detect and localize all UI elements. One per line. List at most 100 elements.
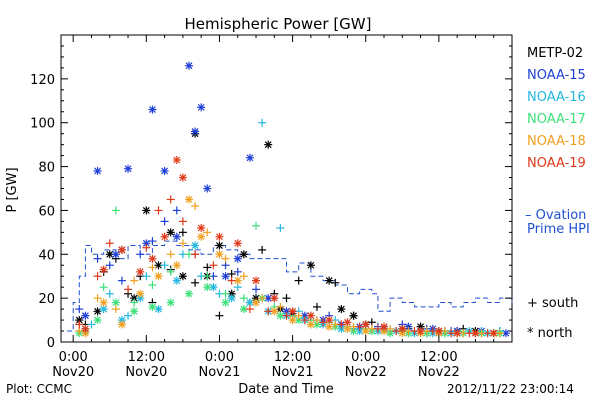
south-point: [245, 305, 254, 314]
north-point: [245, 153, 254, 162]
north-point: [191, 127, 200, 136]
x-tick-date-label: Nov20: [52, 365, 94, 380]
south-point: [337, 320, 346, 329]
south-point: [282, 311, 291, 320]
south-point: [142, 272, 151, 281]
legend-entry-noaa-17: NOAA-17: [527, 112, 586, 127]
legend-entry-noaa-15: NOAA-15: [527, 68, 586, 83]
north-point: [160, 232, 169, 241]
south-point: [93, 272, 102, 281]
south-point: [355, 322, 364, 331]
south-point: [258, 118, 267, 127]
south-point: [392, 327, 401, 336]
north-point: [184, 289, 193, 298]
north-point: [142, 206, 151, 215]
north-point: [111, 250, 120, 259]
south-point: [282, 294, 291, 303]
legend-entry-noaa-18: NOAA-18: [527, 134, 586, 149]
south-point: [386, 324, 395, 333]
north-point: [191, 241, 200, 250]
south-point: [111, 305, 120, 314]
north-point: [306, 261, 315, 270]
south-point: [252, 285, 261, 294]
x-tick-date-label: Nov21: [272, 365, 314, 380]
north-point: [215, 232, 224, 241]
north-point: [306, 320, 315, 329]
north-point: [117, 320, 126, 329]
y-tick-label: 120: [30, 73, 55, 88]
north-point: [93, 166, 102, 175]
north-point: [239, 305, 248, 314]
north-point: [288, 307, 297, 316]
south-point: [99, 283, 108, 292]
north-point: [178, 173, 187, 182]
north-point: [453, 329, 462, 338]
south-point: [166, 267, 175, 276]
north-point: [264, 140, 273, 149]
north-point: [288, 316, 297, 325]
north-point: [154, 305, 163, 314]
series-noaa-16: [81, 118, 504, 338]
north-point: [81, 324, 90, 333]
south-point: [239, 272, 248, 281]
north-point: [337, 305, 346, 314]
north-point: [197, 103, 206, 112]
south-point: [239, 294, 248, 303]
x-tick-time-label: 12:00: [128, 350, 165, 365]
chart-title: Hemispheric Power [GW]: [185, 15, 372, 33]
x-tick-time-label: 0:00: [59, 350, 88, 365]
south-point: [209, 261, 218, 270]
south-point: [160, 261, 169, 270]
y-tick-label: 40: [38, 248, 55, 263]
south-point: [124, 311, 133, 320]
north-point: [178, 272, 187, 281]
south-point: [252, 221, 261, 230]
north-point: [416, 327, 425, 336]
south-point: [154, 206, 163, 215]
north-point: [325, 276, 334, 285]
south-point: [276, 302, 285, 311]
north-point: [404, 322, 413, 331]
south-point: [166, 250, 175, 259]
y-tick-label: 0: [47, 336, 55, 351]
north-point: [160, 166, 169, 175]
north-point: [172, 232, 181, 241]
south-point: [191, 202, 200, 211]
south-point: [166, 195, 175, 204]
south-point: [136, 250, 145, 259]
south-point: [105, 239, 114, 248]
ovation-line: [67, 240, 513, 332]
x-tick-date-label: Nov21: [198, 365, 240, 380]
north-point: [252, 298, 261, 307]
north-point: [93, 307, 102, 316]
north-point: [81, 311, 90, 320]
north-point: [130, 307, 139, 316]
south-point: [215, 311, 224, 320]
south-point: [294, 311, 303, 320]
north-point: [434, 327, 443, 336]
north-point: [239, 250, 248, 259]
south-point: [105, 261, 114, 270]
y-tick-label: 100: [30, 117, 55, 132]
legend: – Ovation Prime HPI METP-02 NOAA-15 NOAA-1…: [525, 46, 590, 341]
north-point: [203, 283, 212, 292]
north-point: [166, 298, 175, 307]
legend-entry-noaa-19: NOAA-19: [527, 156, 586, 171]
south-point: [300, 316, 309, 325]
y-tick-label: 80: [38, 161, 55, 176]
legend-symbol-south: + south: [527, 296, 578, 311]
x-tick-time-label: 12:00: [420, 350, 457, 365]
north-point: [124, 164, 133, 173]
north-point: [203, 184, 212, 193]
north-point: [215, 241, 224, 250]
north-point: [489, 329, 498, 338]
x-tick-date-label: Nov22: [418, 365, 460, 380]
south-point: [93, 294, 102, 303]
series-noaa-19: [75, 155, 498, 338]
south-point: [331, 278, 340, 287]
north-point: [312, 320, 321, 329]
north-point: [148, 302, 157, 311]
south-point: [319, 318, 328, 327]
south-point: [264, 307, 273, 316]
